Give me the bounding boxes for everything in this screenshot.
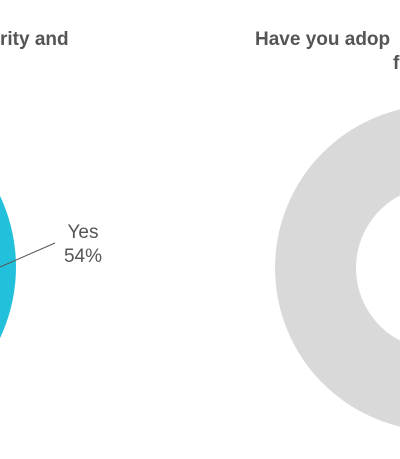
right-chart-title-line2: f — [393, 53, 400, 74]
donut-ring — [275, 109, 400, 427]
pie-slice-yes — [0, 195, 16, 339]
right-donut-chart — [275, 109, 400, 427]
slice-value-yes: 54% — [64, 246, 102, 267]
right-chart-title: Have you adop — [255, 29, 391, 50]
slice-label-yes: Yes — [68, 222, 99, 243]
left-chart-title: rity and — [0, 29, 69, 50]
left-pie-chart: Yes 54% — [0, 195, 102, 339]
leader-line — [0, 242, 56, 268]
